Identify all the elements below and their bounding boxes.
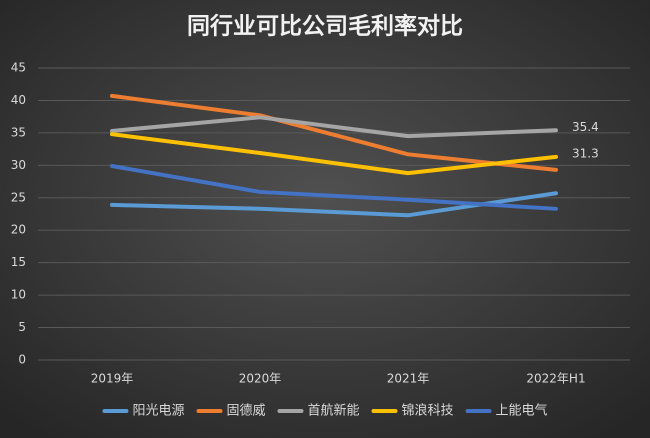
legend-label: 阳光电源 [132, 404, 184, 419]
y-tick-label: 25 [11, 190, 26, 204]
legend-label: 锦浪科技 [402, 404, 454, 419]
x-tick-label: 2021年 [387, 372, 430, 386]
data-label: 31.3 [572, 146, 599, 160]
y-tick-label: 45 [11, 61, 26, 75]
series-line [110, 132, 558, 176]
series-line [110, 93, 558, 172]
y-tick-label: 40 [11, 93, 26, 107]
y-tick-label: 20 [11, 223, 26, 237]
y-tick-label: 30 [11, 158, 26, 172]
data-label: 35.4 [572, 120, 599, 134]
y-tick-label: 0 [18, 353, 26, 367]
chart-title: 同行业可比公司毛利率对比 [187, 13, 463, 40]
series-line [110, 115, 558, 139]
legend-label: 上能电气 [496, 403, 548, 419]
series-line [110, 163, 558, 211]
legend-label: 首航新能 [307, 403, 359, 419]
x-tick-label: 2020年 [239, 372, 282, 386]
y-tick-label: 35 [11, 125, 26, 139]
x-tick-label: 2019年 [91, 372, 134, 386]
legend-label: 固德威 [226, 404, 265, 419]
x-tick-label: 2022年H1 [526, 372, 585, 386]
y-tick-label: 5 [18, 320, 26, 334]
y-tick-label: 10 [11, 288, 26, 302]
y-tick-label: 15 [11, 255, 26, 269]
